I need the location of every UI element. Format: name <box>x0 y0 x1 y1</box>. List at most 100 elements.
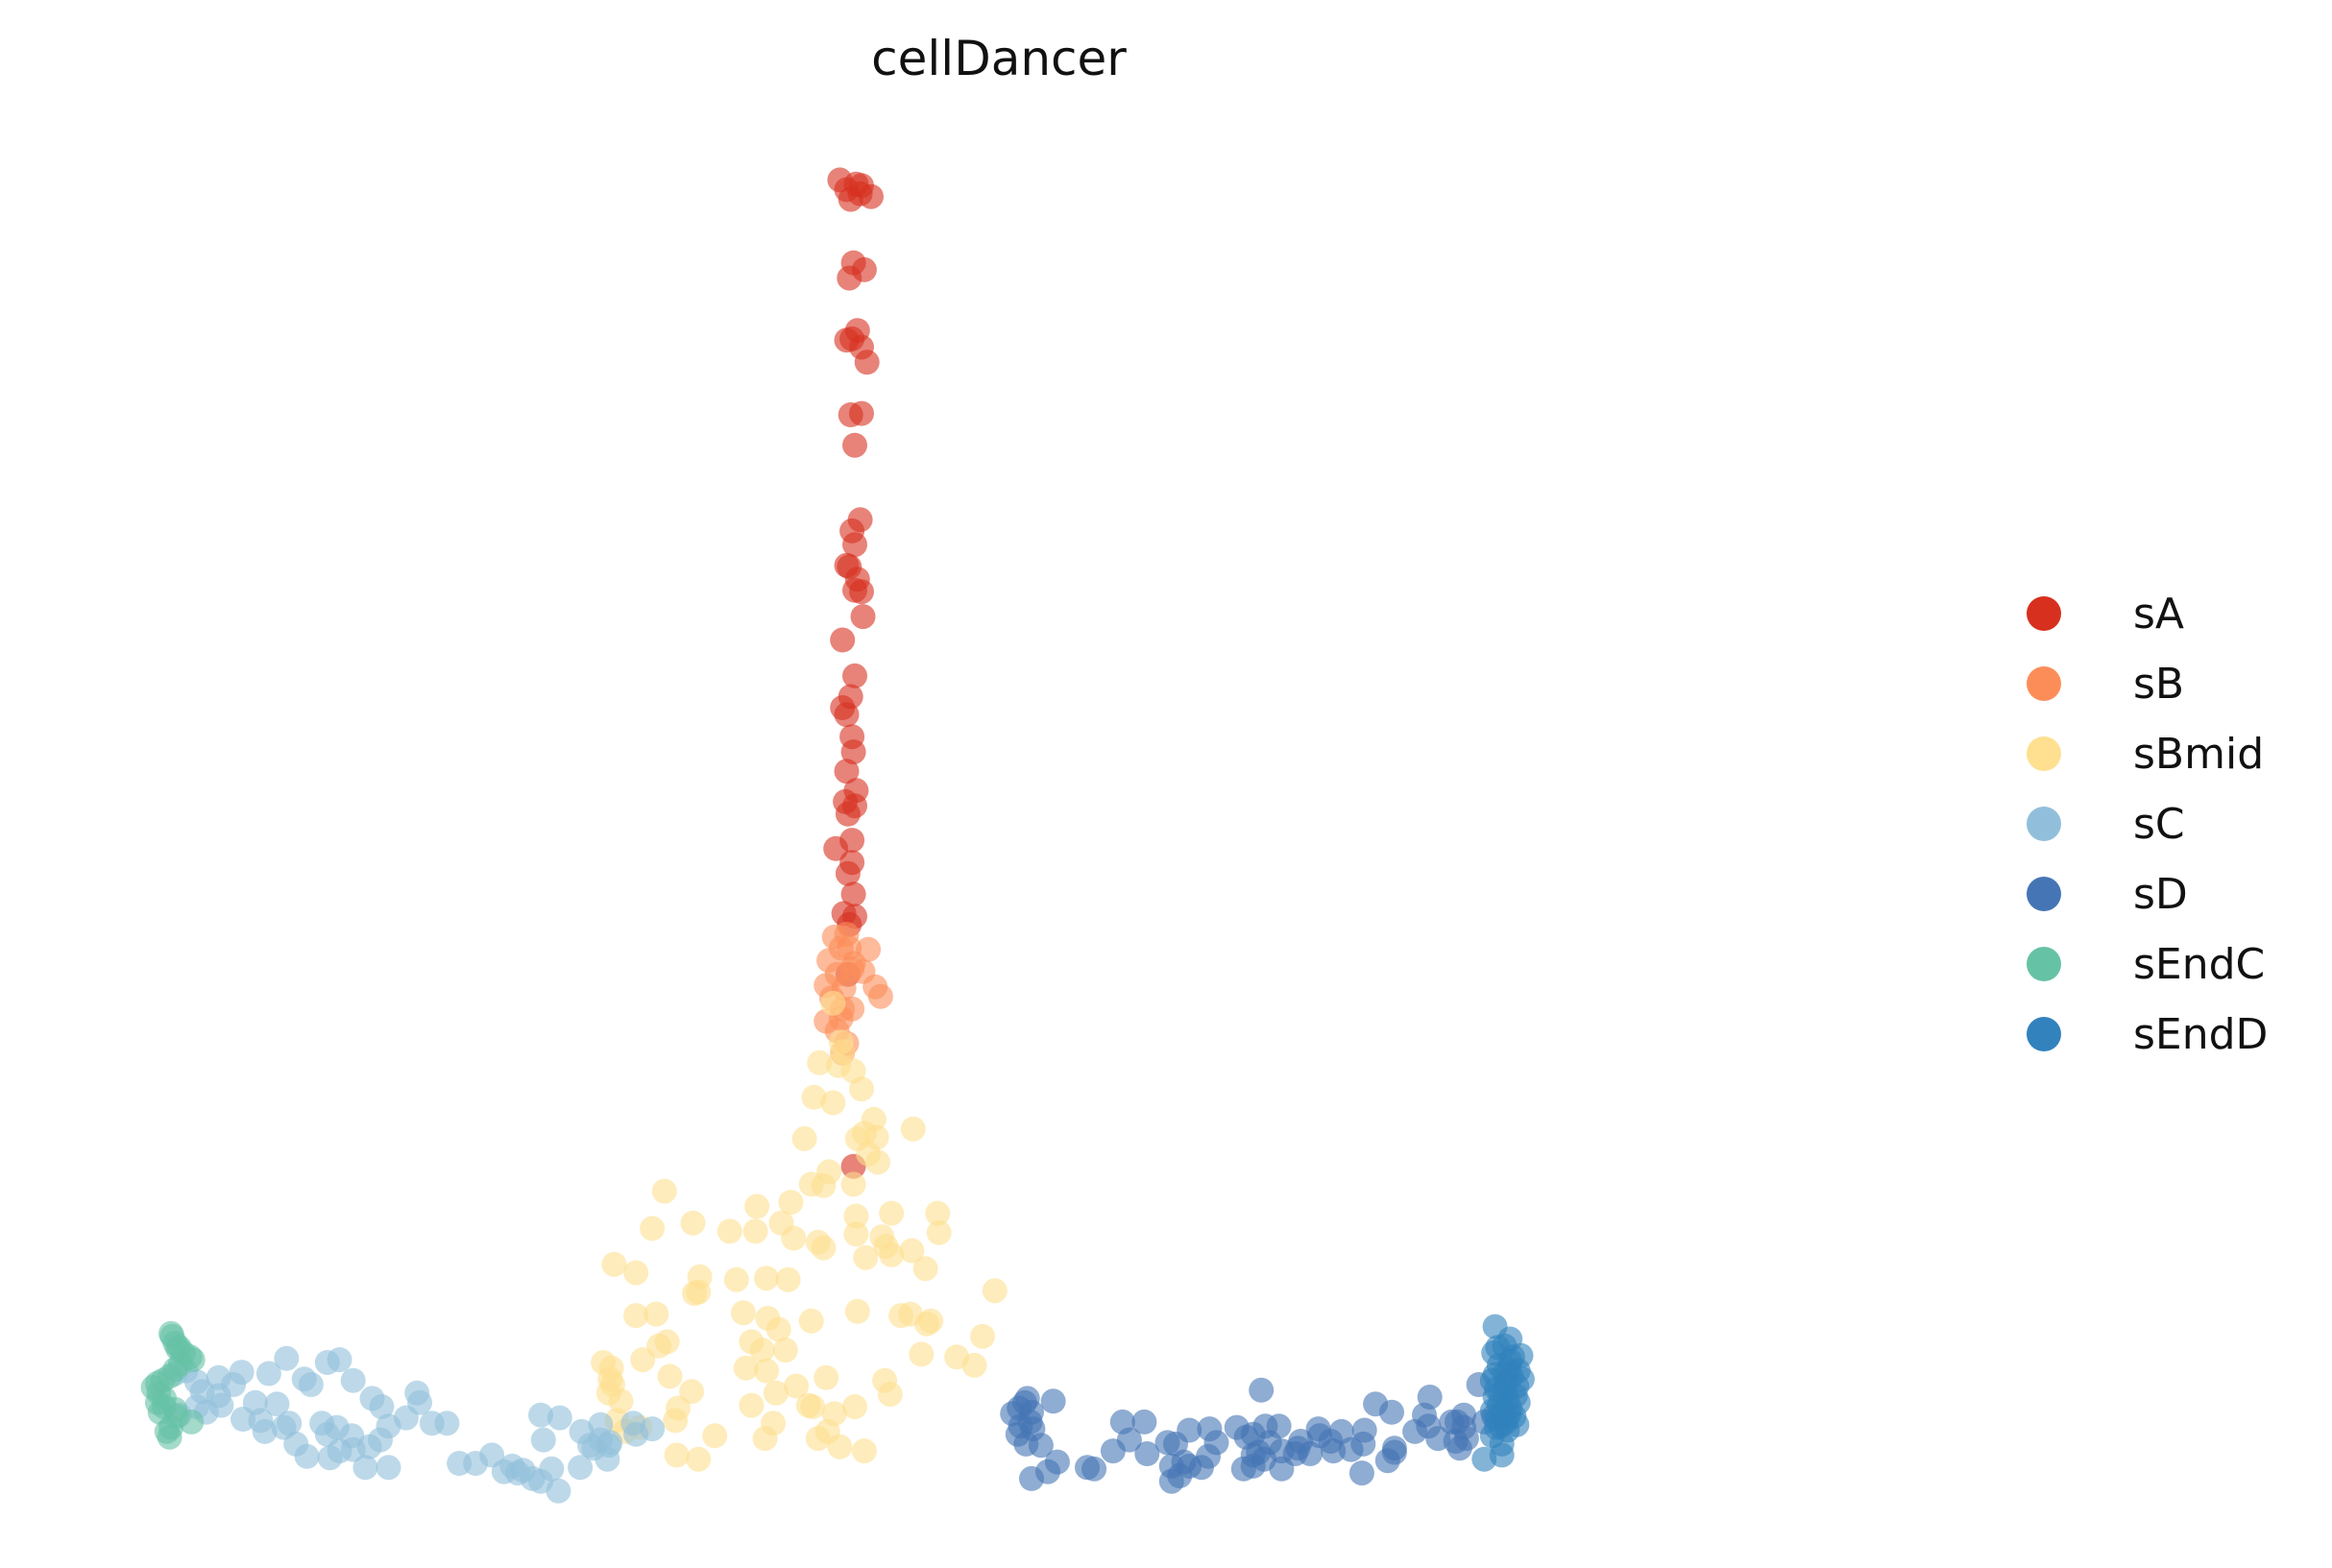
point-sEndC-22 <box>157 1424 182 1450</box>
point-sA-28 <box>842 663 867 688</box>
point-sBmid-73 <box>961 1352 987 1378</box>
point-sBmid-44 <box>754 1266 779 1291</box>
point-sD-16 <box>1081 1456 1107 1482</box>
point-sBmid-80 <box>784 1373 810 1399</box>
point-sBmid-22 <box>744 1194 770 1219</box>
point-sBmid-63 <box>970 1323 995 1349</box>
point-sBmid-45 <box>775 1266 801 1292</box>
point-sBmid-16 <box>865 1149 890 1175</box>
point-sA-6 <box>849 173 874 199</box>
point-sD-33 <box>1197 1416 1223 1442</box>
point-sBmid-0 <box>820 990 846 1016</box>
legend-marker-sBmid <box>2027 736 2061 771</box>
point-sD-19 <box>1134 1441 1160 1466</box>
point-sC-15 <box>369 1394 395 1419</box>
point-sBmid-20 <box>798 1171 824 1197</box>
point-sD-11 <box>1028 1433 1054 1459</box>
point-sA-14 <box>839 326 865 351</box>
point-sBmid-79 <box>814 1364 839 1390</box>
point-sC-42 <box>294 1443 320 1469</box>
point-sC-18 <box>264 1391 290 1417</box>
point-sBmid-60 <box>765 1316 791 1342</box>
point-sC-13 <box>340 1367 366 1393</box>
point-sC-66 <box>547 1405 572 1431</box>
point-sD-5 <box>1040 1388 1066 1414</box>
point-sBmid-30 <box>717 1218 742 1244</box>
point-sBmid-71 <box>909 1341 935 1367</box>
legend-marker-sD <box>2027 877 2061 911</box>
point-sBmid-89 <box>800 1394 826 1419</box>
point-sD-70 <box>1417 1385 1443 1410</box>
point-sD-49 <box>1269 1456 1295 1482</box>
point-sBmid-69 <box>630 1347 656 1373</box>
chart-title: cellDancer <box>871 31 1127 86</box>
point-sBmid-81 <box>679 1379 705 1405</box>
point-sC-37 <box>434 1411 460 1436</box>
point-sD-32 <box>1177 1417 1202 1443</box>
point-sBmid-106 <box>851 1438 877 1464</box>
point-sBmid-48 <box>912 1256 938 1282</box>
point-sBmid-32 <box>843 1221 869 1247</box>
point-sC-44 <box>327 1438 352 1464</box>
point-sA-16 <box>849 400 874 426</box>
legend-item-sEndC: sEndC <box>2027 940 2265 989</box>
point-sC-7 <box>255 1361 281 1387</box>
point-sC-58 <box>568 1455 594 1481</box>
legend-label-sBmid: sBmid <box>2133 730 2264 779</box>
point-sBmid-59 <box>798 1308 824 1334</box>
point-sB-5 <box>856 936 882 962</box>
point-sC-57 <box>510 1458 536 1484</box>
legend-item-sC: sC <box>2027 800 2185 849</box>
point-sA-43 <box>840 881 866 907</box>
point-sBmid-23 <box>778 1190 804 1216</box>
legend-label-sB: sB <box>2133 660 2184 709</box>
point-sC-27 <box>252 1418 278 1444</box>
legend-item-sEndD: sEndD <box>2027 1010 2268 1059</box>
point-sBmid-70 <box>733 1355 759 1381</box>
point-sD-65 <box>1381 1435 1407 1461</box>
point-sC-72 <box>620 1411 646 1436</box>
point-sBmid-68 <box>772 1338 798 1363</box>
point-sC-71 <box>530 1427 556 1453</box>
point-sBmid-25 <box>879 1200 905 1226</box>
point-sD-59 <box>1350 1431 1376 1457</box>
point-sBmid-40 <box>601 1251 627 1277</box>
legend-label-sC: sC <box>2133 800 2185 849</box>
point-sA-26 <box>850 604 876 630</box>
point-sBmid-13 <box>900 1116 926 1142</box>
point-sD-79 <box>1453 1426 1479 1452</box>
point-sC-17 <box>404 1380 430 1406</box>
point-sC-6 <box>229 1360 255 1386</box>
point-sD-20 <box>1109 1409 1135 1435</box>
series-sD <box>1000 1372 1507 1494</box>
point-sBmid-76 <box>754 1358 779 1384</box>
point-sBmid-24 <box>843 1203 869 1229</box>
points-layer <box>140 167 1535 1504</box>
legend-item-sD: sD <box>2027 870 2188 919</box>
series-sA <box>823 167 884 1179</box>
point-sBmid-103 <box>827 1434 853 1459</box>
point-sBmid-51 <box>686 1279 712 1305</box>
point-sA-34 <box>834 759 860 784</box>
point-sBmid-4 <box>807 1049 833 1075</box>
point-sC-56 <box>539 1456 565 1482</box>
legend-marker-sEndD <box>2027 1017 2061 1051</box>
legend-item-sB: sB <box>2027 660 2184 709</box>
point-sEndC-24 <box>166 1335 192 1361</box>
point-sBmid-100 <box>597 1366 623 1392</box>
point-sBmid-83 <box>763 1380 789 1406</box>
point-sBmid-77 <box>657 1363 683 1389</box>
point-sD-62 <box>1379 1399 1404 1425</box>
point-sEndD-35 <box>1489 1442 1515 1468</box>
point-sC-40 <box>368 1427 393 1453</box>
point-sD-60 <box>1348 1460 1374 1486</box>
point-sBmid-93 <box>663 1408 689 1434</box>
point-sC-70 <box>597 1430 623 1456</box>
point-sBmid-84 <box>877 1382 903 1408</box>
legend-marker-sC <box>2027 807 2061 841</box>
point-sEndD-37 <box>1492 1361 1518 1387</box>
point-sEndC-19 <box>179 1409 205 1435</box>
point-sA-25 <box>842 577 867 603</box>
point-sBmid-47 <box>879 1242 905 1267</box>
point-sC-12 <box>327 1347 352 1373</box>
